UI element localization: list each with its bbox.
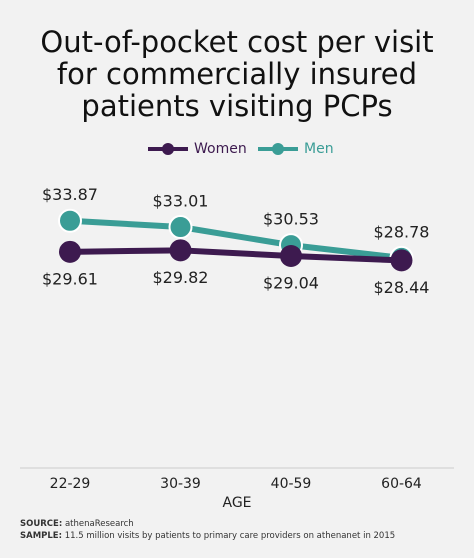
data-point — [168, 215, 193, 240]
value-label: $29.04 — [263, 274, 319, 293]
series-line — [69, 247, 402, 264]
value-label: $29.82 — [153, 268, 209, 287]
x-tick-label: 30-39 — [160, 476, 201, 492]
value-label: $28.44 — [374, 278, 430, 297]
value-label: $30.53 — [263, 210, 319, 229]
value-label: $33.87 — [42, 185, 98, 204]
x-tick-label: 22-29 — [50, 476, 91, 492]
x-tick-label: 60-64 — [381, 476, 422, 492]
source: SOURCE: athenaResearch — [20, 519, 134, 529]
data-point — [280, 245, 302, 268]
legend-label: Men — [304, 141, 334, 157]
data-point — [169, 239, 192, 262]
value-label: $29.61 — [42, 269, 98, 288]
legend-marker — [162, 143, 174, 155]
sample-label: SAMPLE: — [20, 531, 63, 541]
data-point — [59, 240, 81, 263]
x-axis-label: AGE — [222, 495, 251, 511]
value-label: $33.01 — [153, 192, 209, 211]
legend-marker — [272, 143, 284, 155]
chart-title: Out-of-pocket cost per visit for commerc… — [40, 25, 434, 123]
source-label: SOURCE: — [20, 519, 63, 529]
data-point — [58, 208, 82, 233]
sample: SAMPLE: 11.5 million visits by patients … — [20, 531, 395, 541]
x-tick-label: 40-59 — [271, 476, 312, 492]
series-line — [69, 217, 402, 261]
source-text: athenaResearch — [64, 519, 134, 529]
data-point — [390, 249, 413, 272]
sample-text: 11.5 million visits by patients to prima… — [64, 531, 396, 541]
legend-label: Women — [194, 141, 247, 157]
value-label: $28.78 — [374, 222, 430, 241]
